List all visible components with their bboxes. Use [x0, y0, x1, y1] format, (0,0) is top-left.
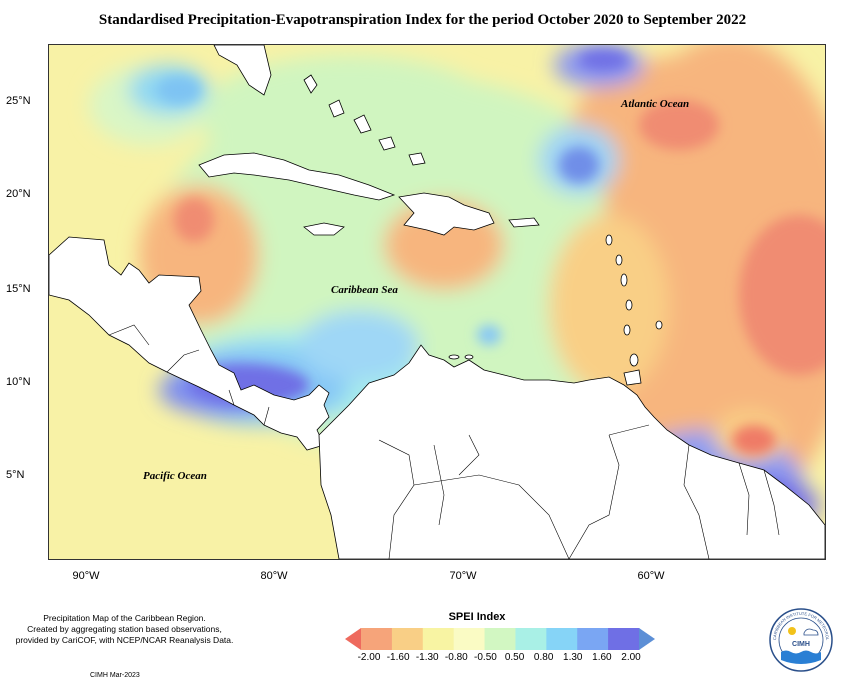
lon-label-60w: 60°W: [637, 570, 665, 582]
legend-swatch-min: [345, 628, 361, 650]
legend-tick-label: 0.80: [533, 652, 554, 663]
legend-colorbar: [345, 628, 655, 650]
sun-icon: [788, 627, 796, 635]
lon-label-80w: 80°W: [260, 570, 288, 582]
footnote-line-3: provided by CariCOF, with NCEP/NCAR Rean…: [15, 635, 234, 645]
legend-swatch: [361, 628, 393, 650]
land-masses: [49, 45, 825, 559]
lon-label-90w: 90°W: [72, 570, 100, 582]
lat-label-5n: 5°N: [6, 469, 25, 481]
credit: CIMH Mar-2023: [90, 672, 140, 679]
legend-swatch: [422, 628, 455, 650]
water-icon: [781, 650, 821, 664]
pacific-ocean-label: Pacific Ocean: [143, 470, 207, 482]
legend-swatch: [515, 628, 547, 650]
lon-label-70w: 70°W: [449, 570, 477, 582]
legend-tick-label: 1.60: [592, 652, 612, 663]
footnote: Precipitation Map of the Caribbean Regio…: [12, 613, 237, 646]
legend-tick-label: -1.30: [415, 652, 439, 663]
legend-tick-label: -1.60: [386, 652, 410, 663]
legend-tick-label: -0.50: [474, 652, 497, 663]
legend-swatch: [484, 628, 516, 650]
legend-swatch: [577, 628, 609, 650]
legend-tick-label: -0.80: [444, 652, 468, 663]
lat-label-25n: 25°N: [6, 95, 31, 107]
legend-swatch: [391, 628, 424, 650]
legend-swatch: [608, 628, 640, 650]
legend-tick-label: 2.00: [621, 652, 641, 663]
legend-ticks: -2.00 -1.60 -1.30 -0.80 -0.50 0.50 0.80 1.30 1.6…: [0, 652, 845, 666]
country-borders: [108, 324, 780, 559]
cloud-icon: [803, 628, 819, 636]
legend-tick-label: -2.00: [357, 652, 381, 663]
footnote-line-2: Created by aggregating station based obs…: [27, 624, 222, 634]
page-title: Standardised Precipitation-Evapotranspir…: [98, 12, 747, 28]
lat-label-20n: 20°N: [6, 188, 31, 200]
lat-label-10n: 10°N: [6, 376, 31, 388]
legend-tick-label: 1.30: [563, 652, 583, 663]
lat-label-15n: 15°N: [6, 283, 31, 295]
logo-text: CIMH: [792, 641, 810, 648]
legend-swatch-max: [639, 628, 655, 650]
atlantic-ocean-label: Atlantic Ocean: [620, 98, 689, 110]
footnote-line-1: Precipitation Map of the Caribbean Regio…: [43, 613, 206, 623]
legend-tick-label: 0.50: [504, 652, 525, 663]
legend-swatch: [453, 628, 486, 650]
cimh-logo: CARIBBEAN INSTITUTE FOR METEOROLOGY AND …: [768, 607, 833, 672]
legend-swatch: [546, 628, 578, 650]
spei-map: Atlantic Ocean Caribbean Sea Pacific Oce…: [48, 44, 826, 560]
legend-title: SPEI Index: [448, 611, 506, 623]
spei-map-canvas: Atlantic Ocean Caribbean Sea Pacific Oce…: [49, 45, 825, 559]
caribbean-sea-label: Caribbean Sea: [331, 284, 398, 296]
